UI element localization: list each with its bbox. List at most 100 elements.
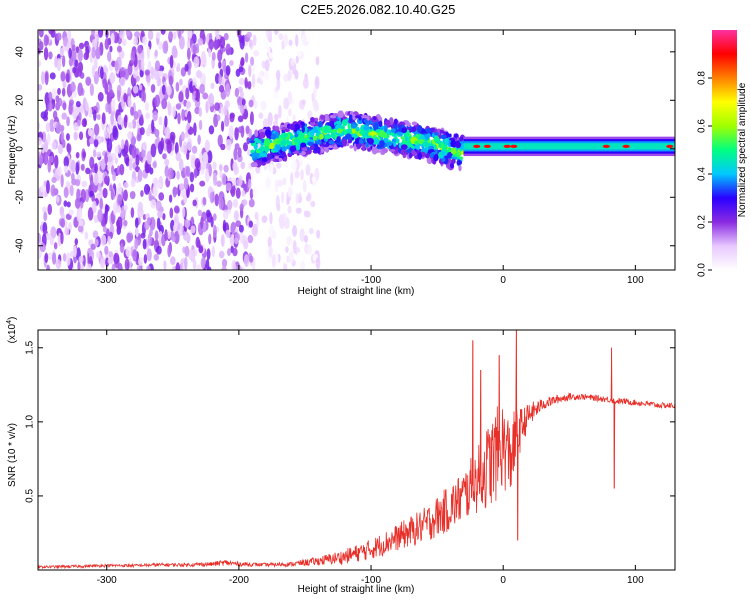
heatmap-cell	[275, 125, 280, 132]
heatmap-cell	[70, 81, 76, 93]
heatmap-cell	[66, 252, 71, 266]
heatmap-cell	[48, 30, 54, 35]
heatmap-cell	[290, 172, 294, 186]
snr-scale-note: (x104)	[6, 317, 18, 344]
heatmap-cell	[304, 134, 308, 139]
heatmap-cell	[296, 252, 301, 261]
heatmap-cell	[142, 238, 147, 250]
heatmap-cell	[114, 157, 119, 165]
heatmap-cell	[78, 131, 84, 141]
heatmap-cell	[139, 114, 144, 126]
heatmap-cell	[330, 132, 336, 139]
heatmap-cell	[354, 138, 360, 145]
heatmap-cell	[197, 134, 201, 145]
heatmap-cell	[108, 251, 113, 258]
heatmap-cell	[400, 149, 406, 156]
heatmap-cell	[69, 184, 74, 197]
heatmap-cell	[243, 239, 249, 250]
heatmap-cell	[45, 179, 50, 194]
heatmap-cell	[450, 147, 457, 155]
heatmap-cell	[109, 89, 114, 98]
heatmap-cell	[459, 156, 464, 160]
heatmap-cell	[123, 181, 129, 189]
heatmap-cell	[114, 60, 119, 72]
heatmap-cell	[80, 188, 86, 203]
colorbar-tick-label: 0.4	[697, 167, 708, 181]
heatmap-cell	[249, 111, 254, 126]
heatmap-cell	[297, 192, 302, 204]
heatmap-cell	[181, 108, 185, 121]
heatmap-cell	[148, 191, 152, 202]
heatmap-cell	[94, 162, 98, 174]
heatmap-cell	[126, 232, 132, 243]
heatmap-cell	[300, 169, 304, 181]
heatmap-cell	[123, 219, 128, 227]
heatmap-cell	[379, 130, 386, 138]
heatmap-cell	[267, 236, 272, 248]
heatmap-cell	[295, 193, 299, 205]
heatmap-cell	[116, 45, 123, 53]
heatmap-cell	[97, 208, 103, 223]
heatmap-cell	[137, 44, 143, 54]
heatmap-cell	[77, 260, 81, 270]
heatmap-cell	[146, 45, 151, 60]
heatmap-cell	[160, 30, 166, 35]
heatmap-cell	[288, 250, 294, 264]
heatmap-cell	[296, 143, 301, 152]
heatmap-cell	[225, 229, 231, 239]
heatmap-cell	[290, 57, 295, 67]
heatmap-cell	[189, 171, 195, 183]
heatmap-cell	[96, 251, 101, 259]
heatmap-cell	[169, 131, 176, 142]
heatmap-cell	[416, 143, 420, 151]
heatmap-cell	[68, 209, 74, 216]
heatmap-cell	[208, 125, 215, 135]
heatmap-cell	[242, 199, 248, 206]
heatmap-cell	[283, 263, 288, 270]
heatmap-cell	[125, 157, 130, 167]
heatmap-cell	[299, 228, 305, 242]
heatmap-cell	[68, 57, 73, 67]
heatmap-cell	[288, 124, 296, 130]
heatmap-cell	[168, 194, 173, 203]
heatmap-cell	[236, 96, 243, 106]
heatmap-cell	[411, 121, 418, 126]
heatmap-cell	[295, 207, 302, 214]
heatmap-cell	[119, 30, 125, 40]
heatmap-cell	[60, 218, 66, 228]
heatmap-cell	[164, 126, 171, 141]
heatmap-cell	[81, 118, 88, 128]
heatmap-cell	[232, 199, 239, 208]
heatmap-cell	[197, 209, 202, 217]
heatmap-cell	[300, 142, 307, 148]
heatmap-cell	[217, 49, 223, 62]
heatmap-cell	[265, 176, 271, 189]
heatmap-cell	[393, 118, 398, 125]
heatmap-cell	[218, 196, 224, 210]
heatmap-cell	[200, 161, 207, 171]
heatmap-cell	[99, 197, 104, 210]
heatmap-cell	[140, 149, 146, 158]
heatmap-cell	[195, 70, 202, 79]
heatmap-cell	[175, 81, 180, 92]
heatmap-cell	[292, 225, 298, 237]
heatmap-cell	[167, 167, 174, 180]
heatmap-cell	[107, 164, 111, 172]
heatmap-cell	[400, 136, 405, 140]
heatmap-cell	[63, 165, 69, 174]
heatmap-cell	[158, 192, 165, 201]
heatmap-cell	[294, 69, 299, 80]
heatmap-cell	[142, 35, 148, 46]
heatmap-cell	[189, 183, 195, 193]
heatmap-hot-spot	[602, 144, 610, 148]
heatmap-cell	[267, 112, 273, 126]
heatmap-cell	[139, 69, 144, 78]
heatmap-cell	[134, 217, 139, 229]
heatmap-cell	[80, 200, 84, 209]
heatmap-cell	[253, 50, 260, 57]
heatmap-cell	[110, 97, 116, 112]
heatmap-cell	[104, 37, 110, 50]
heatmap-cell	[172, 105, 176, 118]
heatmap-cell	[235, 220, 241, 228]
heatmap-cell	[158, 70, 164, 78]
